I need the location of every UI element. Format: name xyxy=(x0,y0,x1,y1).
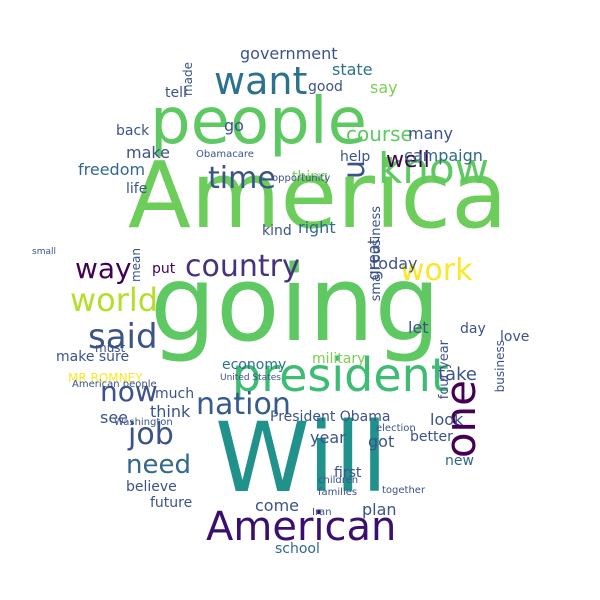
word-course: course xyxy=(346,122,413,146)
word-people: people xyxy=(150,85,367,159)
word-life: life xyxy=(126,181,148,197)
word-today: today xyxy=(372,254,418,273)
word-future: future xyxy=(150,495,193,511)
word-back: back xyxy=(116,123,150,139)
word-opportunity: opportunity xyxy=(272,173,331,184)
word-thing: thing xyxy=(292,169,329,185)
word-president: president xyxy=(232,348,449,402)
word-better: better xyxy=(410,429,453,445)
word-think: think xyxy=(150,402,191,421)
word-job: job xyxy=(128,417,174,452)
word-country: country xyxy=(185,249,300,284)
word-let: let xyxy=(408,318,429,337)
word-mean: mean xyxy=(129,248,143,283)
word-year: year xyxy=(310,428,346,447)
word-go: go xyxy=(224,116,244,135)
word-business: business xyxy=(493,340,507,393)
word-iran: Iran xyxy=(312,507,332,518)
word-believe: believe xyxy=(126,479,177,495)
word-american-people: American people xyxy=(72,379,157,390)
word-tell: tell xyxy=(165,85,187,101)
word-love: love xyxy=(500,329,530,345)
word-help: help xyxy=(340,149,371,165)
word-made: made xyxy=(181,62,195,97)
word-election: election xyxy=(376,423,416,434)
word-want: want xyxy=(214,59,308,103)
word-make-sure: make sure xyxy=(56,349,130,365)
word-got: got xyxy=(368,432,395,451)
word-work: work xyxy=(400,253,473,288)
word-military: military xyxy=(312,351,366,367)
word-look: look xyxy=(430,410,464,429)
word-obamacare: Obamacare xyxy=(196,149,254,160)
word-way: way xyxy=(75,252,132,285)
word-will: Will xyxy=(215,402,388,514)
word-washington: Washington xyxy=(114,417,173,428)
word-four-year: four year xyxy=(437,340,452,400)
word-see: see xyxy=(100,408,129,427)
word-said: said xyxy=(88,317,158,357)
word-nation: nation xyxy=(196,387,291,422)
word-take: take xyxy=(438,364,477,385)
word-must: must xyxy=(95,341,126,355)
word-united-states: United States xyxy=(220,373,281,383)
word-small-business: small business xyxy=(369,206,384,302)
word-kind: kind xyxy=(262,223,292,239)
word-say: say xyxy=(370,78,398,97)
word-economy: economy xyxy=(222,357,287,373)
word-day: day xyxy=(460,321,486,337)
word-make: make xyxy=(126,143,170,162)
word-first: first xyxy=(334,465,362,481)
word-good: good xyxy=(308,79,343,95)
word-need: need xyxy=(126,450,191,480)
word-america: America xyxy=(128,142,508,249)
word-president-obama: President Obama xyxy=(270,409,391,425)
word-new: new xyxy=(445,453,474,469)
word-american: American xyxy=(206,504,397,550)
word-children: children xyxy=(318,475,359,486)
word-world: world xyxy=(70,281,159,319)
word-going: going xyxy=(150,243,441,365)
word-state: state xyxy=(332,60,373,79)
word-government: government xyxy=(240,44,338,63)
word-know: know xyxy=(378,144,489,193)
word-come: come xyxy=(255,496,300,515)
word-campaign: campaign xyxy=(404,146,483,165)
word-plan: plan xyxy=(362,500,397,519)
word-many: many xyxy=(408,124,453,143)
word-mr-romney: MR ROMNEY xyxy=(68,371,143,385)
word-much: much xyxy=(155,386,195,402)
word-school: school xyxy=(275,541,320,557)
word-small: small xyxy=(32,247,56,257)
word-well: well xyxy=(386,148,430,173)
word-put: put xyxy=(152,261,176,277)
word-families: families xyxy=(318,487,358,498)
word-now: now xyxy=(100,375,158,408)
word-time: time xyxy=(208,161,276,196)
word-right: right xyxy=(298,218,336,237)
word-together: together xyxy=(382,485,426,496)
word-freedom: freedom xyxy=(78,160,146,179)
